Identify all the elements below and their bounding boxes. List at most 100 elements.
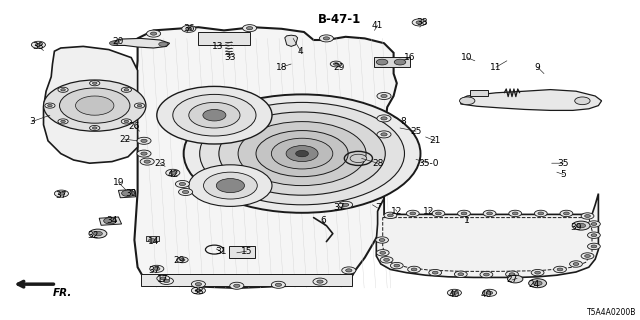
Circle shape: [92, 82, 97, 84]
Text: 14: 14: [148, 237, 159, 246]
Circle shape: [506, 271, 518, 277]
Circle shape: [381, 94, 387, 98]
Circle shape: [122, 190, 134, 196]
Circle shape: [585, 214, 591, 218]
Circle shape: [148, 239, 156, 243]
Circle shape: [179, 188, 193, 196]
Circle shape: [433, 271, 438, 274]
Circle shape: [179, 182, 186, 186]
Text: T5A4A0200B: T5A4A0200B: [588, 308, 637, 317]
Circle shape: [394, 264, 400, 267]
Text: 33: 33: [225, 53, 236, 62]
Circle shape: [61, 120, 65, 123]
Polygon shape: [44, 46, 138, 163]
Circle shape: [484, 273, 489, 276]
Text: 25: 25: [410, 127, 422, 136]
Text: 19: 19: [113, 178, 124, 187]
Circle shape: [150, 32, 157, 35]
Text: 36: 36: [183, 24, 195, 33]
Circle shape: [384, 259, 390, 261]
Circle shape: [191, 281, 205, 288]
Circle shape: [203, 109, 226, 121]
Circle shape: [573, 262, 579, 266]
Polygon shape: [99, 217, 122, 225]
Circle shape: [182, 190, 189, 194]
Circle shape: [109, 41, 118, 45]
Circle shape: [160, 277, 166, 280]
Text: 1: 1: [465, 216, 470, 225]
Circle shape: [35, 43, 42, 46]
Circle shape: [394, 59, 406, 65]
Circle shape: [92, 127, 97, 129]
Text: 6: 6: [321, 216, 326, 225]
Circle shape: [577, 223, 586, 228]
Text: 37: 37: [333, 204, 345, 212]
Circle shape: [376, 237, 388, 243]
Circle shape: [585, 255, 591, 257]
Circle shape: [377, 92, 391, 100]
Circle shape: [575, 97, 590, 105]
Circle shape: [591, 223, 597, 225]
Circle shape: [458, 210, 470, 217]
Polygon shape: [118, 189, 136, 198]
Text: 4: 4: [298, 47, 303, 56]
Circle shape: [377, 131, 391, 138]
Circle shape: [60, 88, 130, 123]
Circle shape: [173, 94, 256, 136]
Polygon shape: [285, 35, 298, 46]
Circle shape: [538, 212, 543, 215]
Text: 23: 23: [154, 159, 166, 168]
Circle shape: [246, 27, 253, 30]
Circle shape: [137, 104, 142, 107]
Circle shape: [195, 283, 202, 286]
Circle shape: [529, 279, 547, 288]
Circle shape: [204, 172, 257, 199]
Circle shape: [47, 104, 52, 107]
Circle shape: [319, 35, 333, 42]
Text: 42: 42: [167, 170, 179, 179]
Text: 22: 22: [119, 135, 131, 144]
Circle shape: [317, 280, 323, 283]
Circle shape: [406, 210, 419, 217]
Circle shape: [323, 37, 330, 40]
Circle shape: [412, 19, 426, 26]
Text: 35-0: 35-0: [419, 159, 439, 168]
Text: 15: 15: [241, 247, 252, 256]
Circle shape: [54, 190, 68, 197]
Circle shape: [483, 210, 496, 217]
Circle shape: [159, 277, 173, 284]
Circle shape: [570, 261, 582, 267]
Circle shape: [535, 271, 540, 274]
Circle shape: [460, 97, 475, 105]
Text: 13: 13: [212, 42, 223, 51]
Circle shape: [76, 96, 114, 115]
Circle shape: [189, 165, 272, 206]
Circle shape: [147, 30, 161, 37]
Circle shape: [412, 268, 417, 271]
Circle shape: [588, 221, 600, 227]
Text: 29: 29: [173, 256, 185, 265]
Circle shape: [486, 291, 493, 294]
Circle shape: [509, 273, 515, 276]
Circle shape: [89, 229, 107, 238]
Circle shape: [195, 289, 202, 292]
Circle shape: [410, 212, 416, 215]
Text: 40: 40: [449, 290, 460, 299]
Circle shape: [140, 158, 154, 165]
Circle shape: [182, 25, 196, 32]
Circle shape: [533, 281, 542, 285]
Text: 5: 5: [561, 170, 566, 179]
Text: 8: 8: [401, 117, 406, 126]
Circle shape: [342, 203, 349, 206]
Circle shape: [238, 122, 366, 186]
Circle shape: [61, 89, 65, 91]
Circle shape: [137, 137, 151, 144]
Circle shape: [429, 269, 442, 276]
Circle shape: [175, 180, 189, 188]
Text: 38: 38: [193, 287, 204, 296]
Circle shape: [170, 171, 176, 174]
Circle shape: [342, 267, 356, 274]
Circle shape: [432, 210, 445, 217]
Text: 30: 30: [125, 189, 137, 198]
Circle shape: [480, 271, 493, 278]
